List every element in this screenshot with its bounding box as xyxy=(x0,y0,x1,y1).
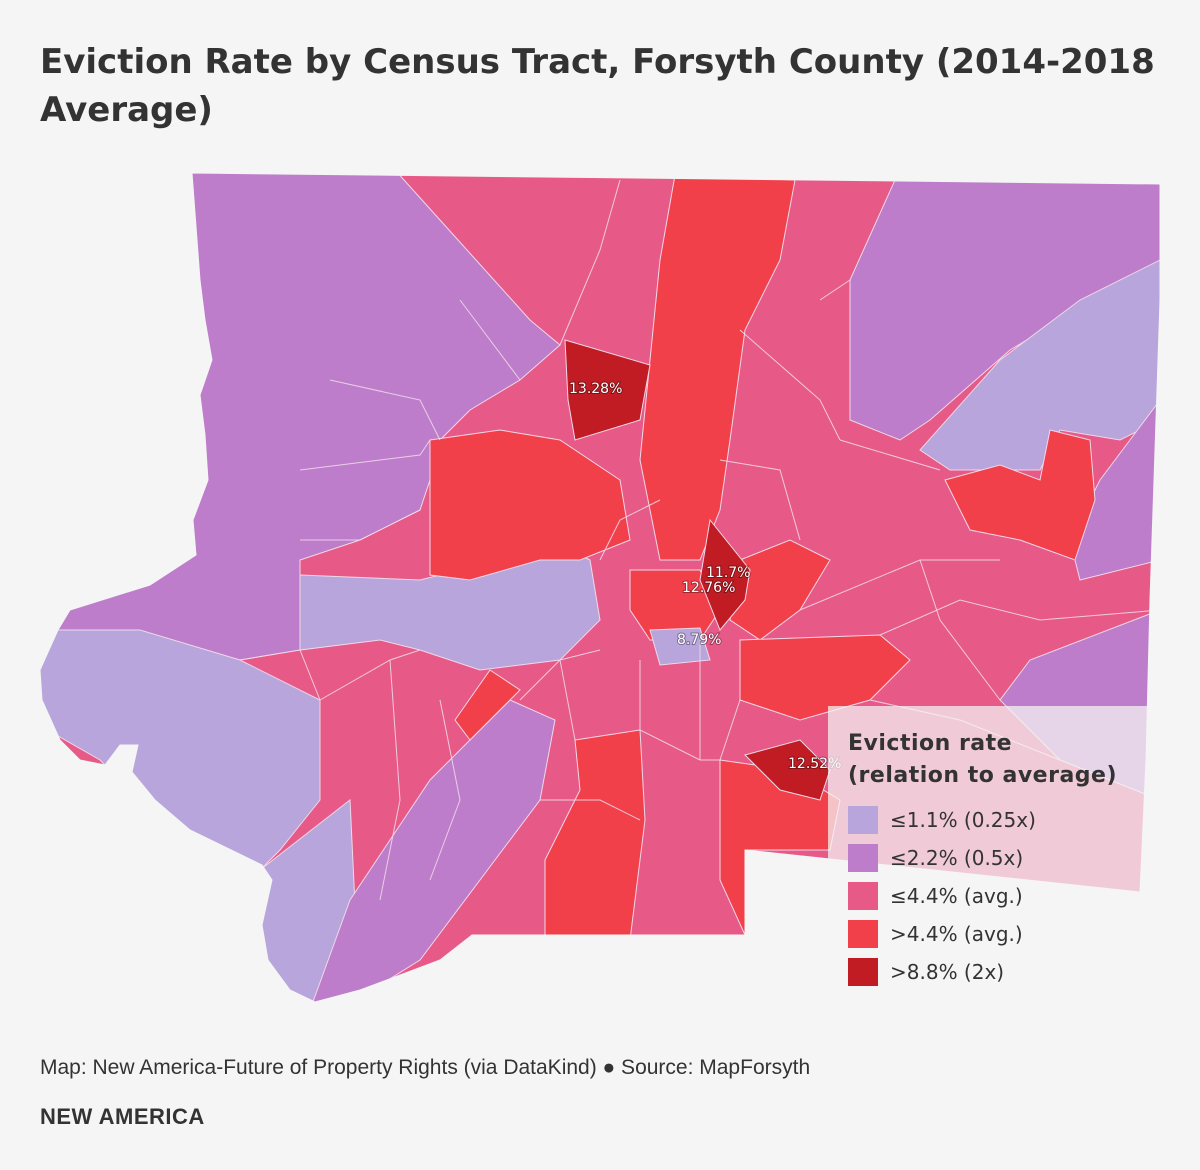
legend-swatch xyxy=(848,882,878,910)
legend-item-average: ≤4.4% (avg.) xyxy=(848,882,1148,910)
tract-darkred-southeast xyxy=(744,739,831,801)
tract-southwest-red xyxy=(454,669,521,741)
legend: Eviction rate (relation to average) ≤1.1… xyxy=(828,706,1160,1014)
map-title: Eviction Rate by Census Tract, Forsyth C… xyxy=(40,42,1155,130)
legend-title: Eviction rate (relation to average) xyxy=(848,728,1148,792)
map-label-8-79: 8.79% xyxy=(677,632,721,648)
legend-label: ≤4.4% (avg.) xyxy=(890,884,1023,908)
legend-item-lowest: ≤1.1% (0.25x) xyxy=(848,806,1148,834)
legend-swatch xyxy=(848,806,878,834)
legend-swatch xyxy=(848,844,878,872)
tract-southwest-lavender xyxy=(40,629,321,871)
legend-label: ≤1.1% (0.25x) xyxy=(890,808,1036,832)
tract-downtown-lavender xyxy=(649,627,711,666)
brand-logo: NEW AMERICA xyxy=(40,1104,205,1129)
legend-title-line1: Eviction rate xyxy=(848,731,1013,756)
legend-label: >8.8% (2x) xyxy=(890,960,1005,984)
map-label-12-76: 12.76% xyxy=(682,580,735,596)
source-credit: Map: New America-Future of Property Righ… xyxy=(40,1056,811,1079)
tract-northeast-purple xyxy=(849,179,1160,441)
legend-item-low: ≤2.2% (0.5x) xyxy=(848,844,1148,872)
map-label-13-28: 13.28% xyxy=(569,381,622,397)
tract-darkred-center xyxy=(699,518,751,631)
tract-darkred-north xyxy=(564,339,651,441)
legend-item-double: >8.8% (2x) xyxy=(848,958,1148,986)
legend-item-above-average: >4.4% (avg.) xyxy=(848,920,1148,948)
legend-label: >4.4% (avg.) xyxy=(890,922,1023,946)
legend-swatch xyxy=(848,920,878,948)
legend-swatch xyxy=(848,958,878,986)
legend-label: ≤2.2% (0.5x) xyxy=(890,846,1024,870)
legend-title-line2: (relation to average) xyxy=(848,763,1118,788)
map-label-11-7: 11.7% xyxy=(706,565,750,581)
tract-east-red xyxy=(944,429,1096,561)
